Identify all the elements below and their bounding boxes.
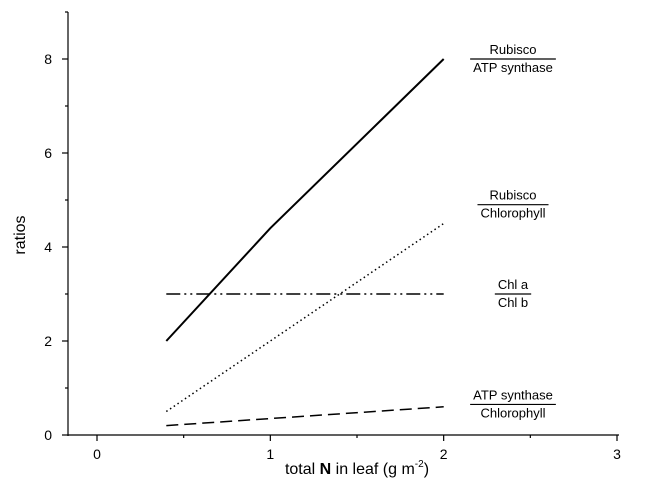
y-axis-title: ratios bbox=[12, 215, 29, 254]
series-line-rubisco-atp bbox=[165, 58, 445, 342]
series-label-denominator: Chl b bbox=[498, 295, 528, 310]
x-tick-label: 1 bbox=[266, 446, 274, 462]
series-line-rubisco-chl bbox=[165, 222, 445, 413]
series-label-atp-chl: ATP synthase Chlorophyll bbox=[470, 387, 556, 420]
series-label-numerator: Chl a bbox=[498, 277, 529, 292]
x-tick-label: 2 bbox=[440, 446, 448, 462]
y-tick-label: 2 bbox=[44, 333, 52, 349]
x-axis-title-end: ) bbox=[424, 461, 429, 478]
series-label-rubisco-chl: Rubisco Chlorophyll bbox=[477, 188, 549, 221]
x-axis-title: total N in leaf (g m-2) bbox=[285, 459, 429, 478]
series-label-denominator: ATP synthase bbox=[473, 60, 553, 75]
x-tick-label: 3 bbox=[613, 446, 621, 462]
series-label-denominator: Chlorophyll bbox=[480, 405, 545, 420]
series-label-numerator: Rubisco bbox=[490, 42, 537, 57]
x-axis-title-pre: total bbox=[285, 461, 320, 478]
series-label-numerator: Rubisco bbox=[490, 188, 537, 203]
y-tick-label: 6 bbox=[44, 145, 52, 161]
series-labels: Rubisco ATP synthase Rubisco Chlorophyll Chl… bbox=[470, 42, 556, 420]
series-label-numerator: ATP synthase bbox=[473, 387, 553, 402]
series-label-chla-chlb: Chl a Chl b bbox=[494, 277, 532, 310]
x-axis-title-bold: N bbox=[320, 461, 332, 478]
series-lines bbox=[165, 58, 445, 427]
series-label-denominator: Chlorophyll bbox=[480, 206, 545, 221]
x-axis-title-post: in leaf (g m bbox=[331, 461, 415, 478]
axes: 0 2 4 6 8 0 1 2 3 bbox=[44, 11, 621, 462]
x-axis-title-sup: -2 bbox=[415, 459, 424, 470]
series-line-atp-chl bbox=[166, 406, 444, 427]
y-tick-label: 0 bbox=[44, 427, 52, 443]
series-label-rubisco-atp: Rubisco ATP synthase bbox=[470, 42, 556, 75]
y-tick-label: 8 bbox=[44, 51, 52, 67]
x-tick-label: 0 bbox=[93, 446, 101, 462]
y-tick-label: 4 bbox=[44, 239, 52, 255]
